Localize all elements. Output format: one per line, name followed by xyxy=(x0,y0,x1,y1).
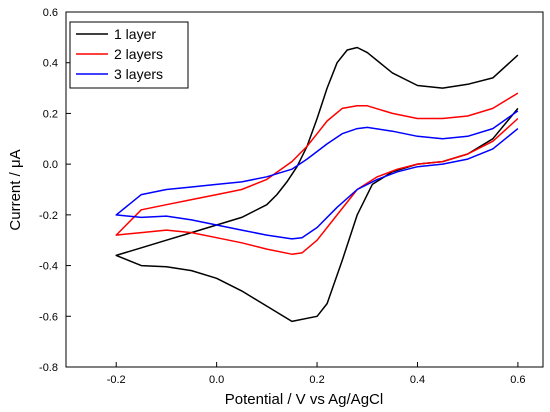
series-line-1 xyxy=(115,46,519,323)
y-tick-label: 0.4 xyxy=(43,58,58,70)
y-tick-label: 0.0 xyxy=(43,159,58,171)
x-axis: -0.2 0.0 0.2 0.4 0.6 xyxy=(107,362,526,386)
x-tick-label: 0.0 xyxy=(209,374,224,386)
x-tick-label: -0.2 xyxy=(107,374,126,386)
x-axis-title: Potential / V vs Ag/AgCl xyxy=(225,391,383,408)
legend-label-2: 2 layers xyxy=(114,46,163,62)
legend-box xyxy=(69,21,189,89)
y-axis-title: Current / μA xyxy=(7,149,24,230)
series-line-3 xyxy=(115,110,519,240)
y-tick-label: -0.8 xyxy=(39,362,58,374)
y-tick-label: -0.6 xyxy=(39,311,58,323)
x-tick-label: 0.2 xyxy=(309,374,324,386)
plot-frame xyxy=(65,11,544,368)
series-line-2 xyxy=(115,92,519,255)
y-tick-label: 0.2 xyxy=(43,108,58,120)
x-tick-label: 0.4 xyxy=(410,374,425,386)
series-layer xyxy=(115,46,519,323)
y-tick-label: 0.6 xyxy=(43,7,58,19)
x-tick-label: 0.6 xyxy=(510,374,525,386)
y-axis: -0.8 -0.6 -0.4 -0.2 0.0 0.2 0.4 0.6 xyxy=(39,7,71,374)
legend: 1 layer 2 layers 3 layers xyxy=(69,21,189,89)
y-tick-label: -0.4 xyxy=(39,261,58,273)
legend-label-1: 1 layer xyxy=(114,26,156,42)
legend-label-3: 3 layers xyxy=(114,66,163,82)
y-tick-label: -0.2 xyxy=(39,210,58,222)
